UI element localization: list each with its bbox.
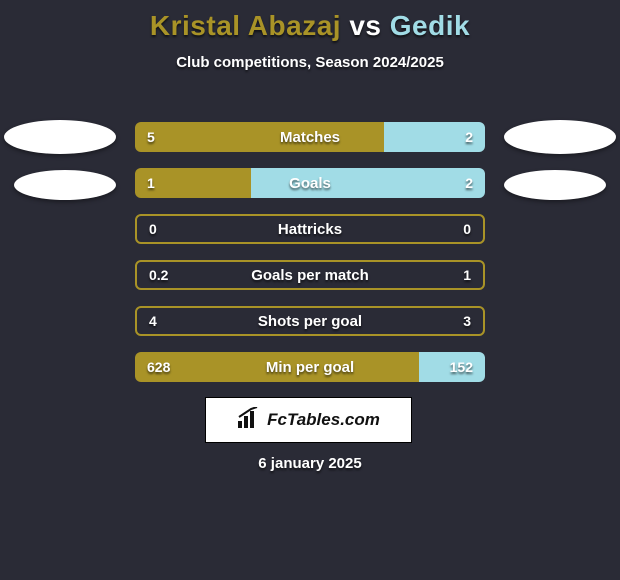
bar-label: Shots per goal [137,308,483,334]
bar-segment-right [251,168,486,198]
player1-oval-bottom [14,170,116,200]
bar-row: 0 0Hattricks [135,214,485,244]
player1-oval-top [4,120,116,154]
bar-value-left: 0 [149,216,157,242]
bar-segment-right [384,122,486,152]
vs-separator: vs [349,10,381,41]
date-text: 6 january 2025 [0,455,620,472]
bar-segment-left [135,168,251,198]
bar-value-left: 4 [149,308,157,334]
bar-value-right: 3 [463,308,471,334]
brand-text: FcTables.com [267,410,380,430]
bar-label: Hattricks [137,216,483,242]
chart-icon [237,407,261,434]
page-title: Kristal Abazaj vs Gedik [0,0,620,42]
bar-label: Goals per match [137,262,483,288]
comparison-bars: 52Matches 12Goals 0 0Hattricks 0.2 1Goals per… [135,122,485,398]
bar-row: 12Goals [135,168,485,198]
bar-segment-left [135,122,384,152]
bar-segment-right [419,352,486,382]
player2-oval-top [504,120,616,154]
bar-segment-left [135,352,419,382]
subtitle: Club competitions, Season 2024/2025 [0,54,620,71]
brand-badge: FcTables.com [205,397,412,443]
player1-name: Kristal Abazaj [150,10,341,41]
player2-name: Gedik [390,10,470,41]
bar-value-right: 1 [463,262,471,288]
player2-oval-bottom [504,170,606,200]
bar-row: 4 3Shots per goal [135,306,485,336]
bar-row: 52Matches [135,122,485,152]
bar-value-left: 0.2 [149,262,168,288]
bar-row: 0.2 1Goals per match [135,260,485,290]
bar-row: 628152Min per goal [135,352,485,382]
bar-value-right: 0 [463,216,471,242]
